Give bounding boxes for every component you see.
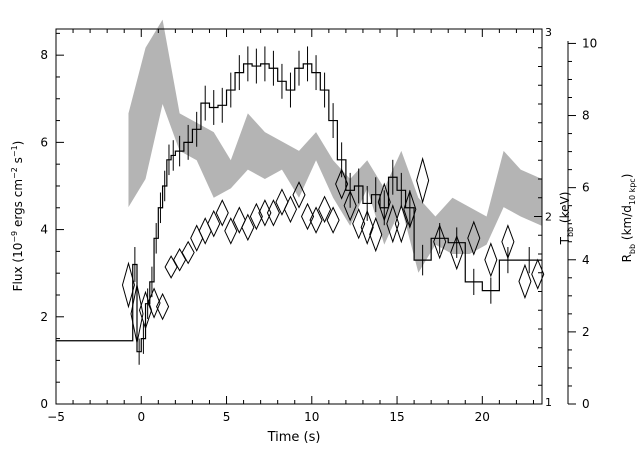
temperature-axis-label: Tbb (keV): [558, 192, 575, 246]
x-tick-label: 0: [137, 410, 145, 424]
flux-tick-label: 4: [40, 223, 48, 237]
flux-tick-label: 2: [40, 310, 48, 324]
radius-diamond: [352, 207, 366, 240]
radius-diamond: [433, 224, 447, 260]
flux-tick-label: 6: [40, 135, 48, 149]
radius-diamond: [309, 206, 323, 234]
flux-axis-label: Flux (10−9 ergs cm−2 s−1): [10, 141, 25, 292]
radius-diamond: [121, 261, 135, 309]
radius-diamond: [360, 209, 374, 245]
x-axis: −5 0 5 10 15 20: [47, 29, 534, 424]
temperature-band-layer: [128, 19, 542, 273]
temperature-tick-label: 2: [545, 211, 552, 224]
radius-diamond: [335, 168, 349, 200]
radius-diamond: [215, 199, 229, 227]
radius-tick-label: 10: [582, 36, 597, 50]
radius-diamond: [138, 290, 153, 330]
flux-tick-label: 8: [40, 48, 48, 62]
radius-diamond: [300, 202, 315, 231]
temperature-axis: 1 2 3: [534, 26, 552, 409]
temperature-tick-label: 1: [545, 396, 552, 409]
temperature-band: [128, 19, 542, 273]
radius-diamond: [369, 216, 383, 253]
radius-diamond: [467, 220, 481, 256]
radius-diamond: [190, 224, 204, 252]
radius-diamond: [156, 292, 170, 321]
radius-diamond: [416, 156, 430, 204]
radius-diamond: [266, 199, 280, 227]
radius-tick-label: 2: [582, 325, 590, 339]
radius-diamond: [198, 217, 212, 245]
radius-diamond: [377, 182, 391, 222]
x-tick-label: 20: [475, 410, 490, 424]
radius-diamond: [181, 240, 195, 265]
radius-diamond: [343, 189, 357, 222]
flux-histogram-line: [56, 63, 542, 353]
x-tick-label: −5: [47, 410, 65, 424]
flux-tick-label: 0: [40, 397, 48, 411]
radius-diamond: [241, 213, 255, 242]
radius-axis: 0 2 4 6 8 10: [567, 36, 597, 411]
temperature-tick-label: 3: [545, 26, 552, 39]
radius-diamond: [484, 242, 498, 278]
radius-diamond: [326, 206, 340, 234]
radius-diamond: [232, 206, 246, 234]
x-axis-label: Time (s): [267, 430, 321, 445]
radius-diamond: [292, 181, 306, 209]
radius-diamond: [450, 234, 464, 271]
radius-diamond: [147, 287, 161, 319]
radius-axis-label: Rbb (km/d10 kpc): [620, 174, 637, 263]
radius-diamond: [207, 209, 221, 238]
radius-diamond: [164, 255, 178, 279]
radius-diamond-layer: [121, 156, 545, 343]
radius-diamond: [249, 202, 263, 231]
radius-diamond: [518, 263, 532, 300]
flux-axis: 0 2 4 6 8: [40, 32, 64, 411]
radius-diamond: [403, 189, 417, 229]
radius-diamond: [394, 204, 408, 244]
x-tick-label: 5: [223, 410, 231, 424]
radius-diamond: [318, 195, 332, 224]
radius-diamond: [283, 195, 298, 224]
radius-tick-label: 4: [582, 253, 590, 267]
radius-diamond: [173, 247, 187, 272]
radius-diamond: [275, 188, 289, 216]
radius-diamond: [224, 217, 238, 245]
x-tick-label: 15: [389, 410, 404, 424]
radius-diamond: [501, 224, 515, 260]
flux-histogram-layer: [56, 46, 542, 365]
radius-tick-label: 8: [582, 109, 590, 123]
x-tick-label: 10: [304, 410, 319, 424]
radius-tick-label: 6: [582, 181, 590, 195]
radius-tick-label: 0: [582, 397, 590, 411]
